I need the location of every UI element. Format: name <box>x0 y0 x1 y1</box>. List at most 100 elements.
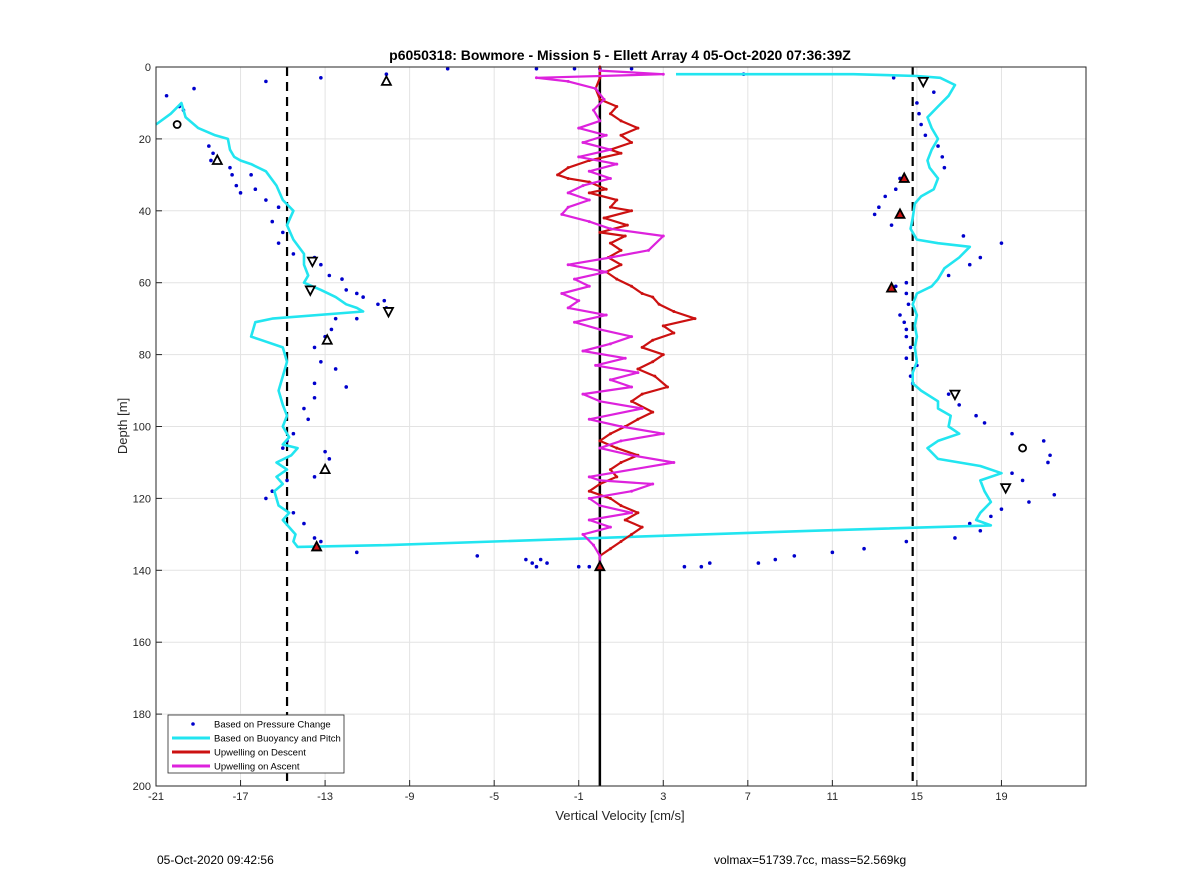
x-tick-label: -17 <box>233 791 249 803</box>
pressure-change-point <box>209 158 213 163</box>
pressure-change-point <box>904 539 909 544</box>
legend-item-buoyancy: Based on Buoyancy and Pitch <box>172 734 341 745</box>
pressure-change-point <box>340 277 344 281</box>
descent-line-point <box>630 284 634 288</box>
descent-line-point <box>608 432 612 436</box>
ascent-line-point <box>602 97 606 101</box>
descent-line-point <box>653 374 657 378</box>
legend-box <box>167 714 345 774</box>
pressure-change-point <box>587 564 592 569</box>
pressure-change-point <box>270 489 275 494</box>
pressure-change-point <box>333 316 338 321</box>
ascent-line-point <box>560 212 564 216</box>
x-tick-label: 19 <box>995 791 1007 803</box>
pressure-change-point <box>312 395 317 400</box>
descent-line-point <box>619 133 623 137</box>
pressure-change-point <box>792 554 797 558</box>
ascent-line-point <box>598 327 602 331</box>
pressure-change-point <box>382 298 387 303</box>
legend-label-descent: Upwelling on Descent <box>214 748 306 759</box>
descent-line-point <box>636 126 640 130</box>
y-tick-label: 100 <box>133 422 151 434</box>
descent-line-point <box>556 173 560 177</box>
descent-line-point <box>619 119 623 123</box>
pressure-change-point <box>319 359 323 364</box>
ascent-line-point <box>581 184 585 188</box>
pressure-change-point <box>234 183 239 188</box>
y-tick-label: 20 <box>139 134 151 146</box>
pressure-change-point <box>327 273 332 278</box>
event-marker-up <box>319 462 332 475</box>
ascent-line-point <box>630 385 634 389</box>
ascent-line-point <box>534 76 538 80</box>
pressure-change-point <box>978 255 983 260</box>
y-axis-label: Depth [m] <box>115 398 130 454</box>
pressure-change-point <box>1020 478 1025 483</box>
descent-line-point <box>640 291 644 295</box>
pressure-change-point <box>891 75 896 80</box>
pressure-change-point <box>291 431 296 436</box>
pressure-change-point <box>576 564 581 569</box>
pressure-change-point <box>946 392 951 396</box>
ascent-line-point <box>581 532 585 536</box>
pressure-change-point <box>889 223 894 227</box>
pressure-change-point <box>682 564 687 569</box>
descent-line-point <box>608 496 612 500</box>
descent-line-point <box>651 295 655 299</box>
pressure-change-point <box>961 234 966 238</box>
x-tick-label: -13 <box>317 791 333 803</box>
descent-line-point <box>615 105 619 109</box>
pressure-change-point <box>319 262 323 267</box>
pressure-change-point <box>572 66 577 71</box>
pressure-change-point <box>974 413 978 418</box>
descent-line-point <box>693 317 697 321</box>
pressure-change-point <box>376 302 380 307</box>
ascent-line-point <box>604 270 608 274</box>
event-marker-up <box>885 281 898 293</box>
ascent-line-point <box>672 460 676 464</box>
ascent-line-point <box>608 176 612 180</box>
ascent-line-point <box>587 169 591 173</box>
ascent-line-point <box>581 349 585 353</box>
descent-line-point <box>630 532 634 536</box>
ascent-line-point <box>598 554 602 558</box>
ascent-line-point <box>608 342 612 346</box>
pressure-change-point <box>967 262 972 267</box>
descent-line-point <box>566 176 570 180</box>
ascent-line-point <box>598 478 602 482</box>
pressure-change-point <box>936 144 940 148</box>
pressure-change-point <box>872 212 877 217</box>
descent-line-point <box>619 151 623 155</box>
ascent-line-point <box>581 392 585 396</box>
descent-line-point <box>661 353 665 357</box>
descent-line-point <box>625 223 629 227</box>
descent-line-point <box>657 302 661 306</box>
event-marker-up <box>380 74 393 86</box>
pressure-change-point <box>707 561 712 565</box>
descent-line-point <box>615 446 619 450</box>
y-tick-label: 160 <box>133 637 151 649</box>
buoyancy-pitch-line <box>155 72 1003 549</box>
ascent-line-point <box>598 119 602 123</box>
ascent-line-point <box>598 69 602 73</box>
pressure-change-point <box>830 550 835 555</box>
pressure-change-point <box>344 385 349 389</box>
chart-title: p6050318: Bowmore - Mission 5 - Ellett A… <box>389 47 851 63</box>
event-marker-down <box>948 389 961 402</box>
pressure-change-point <box>281 230 285 235</box>
ascent-line-point <box>587 198 591 202</box>
pressure-change-point <box>946 273 951 278</box>
legend-label-pressure: Based on Pressure Change <box>214 720 331 731</box>
ascent-line-point <box>661 234 665 238</box>
ascent-line-point <box>630 453 634 457</box>
footer-timestamp: 05-Oct-2020 09:42:56 <box>157 853 274 867</box>
pressure-change-point <box>281 446 285 450</box>
y-tick-label: 0 <box>145 62 151 74</box>
pressure-change-point <box>361 295 365 299</box>
descent-line-point <box>651 360 655 364</box>
descent-line-point <box>640 345 644 349</box>
pressure-change-point <box>276 241 281 245</box>
ascent-line-point <box>661 72 665 76</box>
ascent-line-point <box>587 284 591 288</box>
descent-line-point <box>666 385 669 389</box>
